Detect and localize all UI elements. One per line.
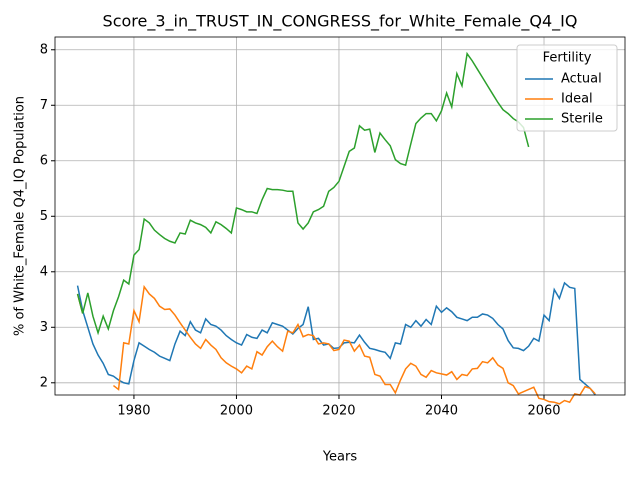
series-line [112,284,596,405]
legend-label: Ideal [561,92,593,107]
y-tick-label: 6 [40,153,48,168]
x-axis-label: Years [322,450,358,465]
legend: Fertility Actual Ideal Sterile [516,44,618,132]
plot-frame [54,36,626,396]
series-line [76,51,530,336]
y-tick-label: 7 [40,98,48,113]
x-tick-label: 2000 [220,404,253,419]
y-tick-label: 4 [40,264,48,279]
y-axis-label: % of White_Female Q4_IQ Population [13,96,28,336]
x-tick-label: 1980 [117,404,150,419]
legend-title: Fertility [543,51,592,66]
chart-title: Score_3_in_TRUST_IN_CONGRESS_for_White_F… [103,12,578,32]
y-tick-label: 5 [40,209,48,224]
legend-label: Sterile [561,112,603,127]
x-tick-label: 2020 [322,404,355,419]
legend-box [516,44,618,132]
x-tick-label: 2060 [527,404,560,419]
y-tick-label: 8 [40,42,48,57]
y-tick-label: 3 [40,320,48,335]
x-tick-label: 2040 [425,404,458,419]
series-line [76,281,596,396]
legend-label: Actual [561,72,602,87]
y-tick-label: 2 [40,375,48,390]
